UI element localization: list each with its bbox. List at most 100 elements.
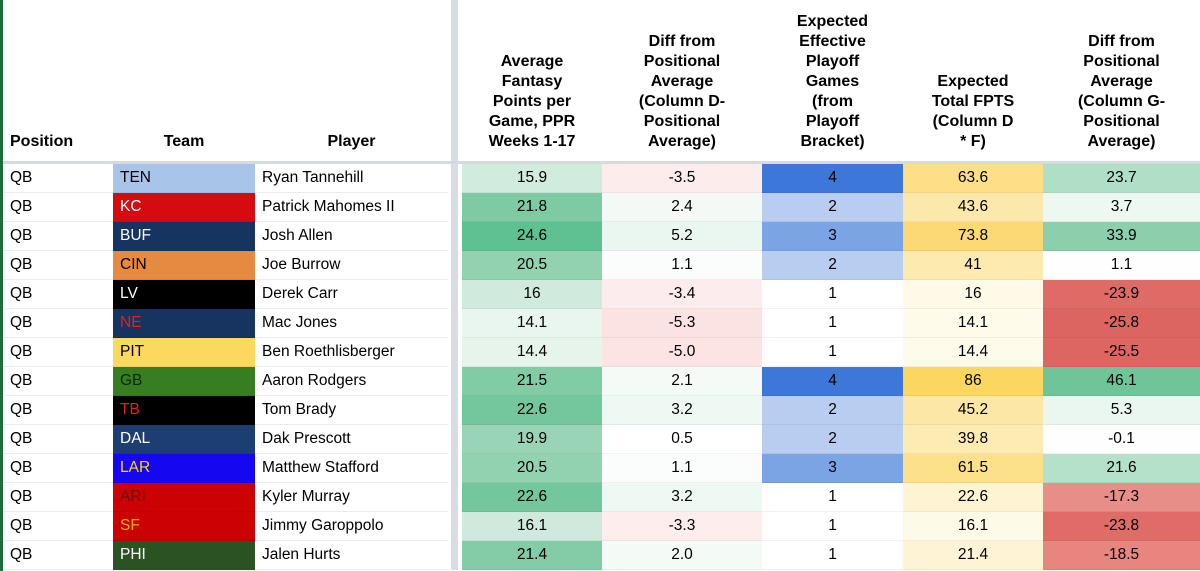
cell-playoff-games[interactable]: 2 <box>762 425 903 454</box>
cell-avg-fpts[interactable]: 16 <box>462 280 602 309</box>
cell-player[interactable]: Kyler Murray <box>255 483 448 512</box>
cell-player[interactable]: Matthew Stafford <box>255 454 448 483</box>
cell-avg-fpts[interactable]: 21.4 <box>462 541 602 570</box>
cell-diff-from-avg-g[interactable]: 33.9 <box>1043 222 1200 251</box>
cell-avg-fpts[interactable]: 20.5 <box>462 251 602 280</box>
cell-diff-from-avg-d[interactable]: -5.3 <box>602 309 762 338</box>
cell-diff-from-avg-g[interactable]: 1.1 <box>1043 251 1200 280</box>
cell-player[interactable]: Ben Roethlisberger <box>255 338 448 367</box>
cell-playoff-games[interactable]: 1 <box>762 483 903 512</box>
cell-position[interactable]: QB <box>0 454 113 483</box>
cell-playoff-games[interactable]: 2 <box>762 251 903 280</box>
cell-diff-from-avg-g[interactable]: -25.5 <box>1043 338 1200 367</box>
cell-diff-from-avg-g[interactable]: 23.7 <box>1043 164 1200 193</box>
cell-diff-from-avg-g[interactable]: -18.5 <box>1043 541 1200 570</box>
cell-total-fpts[interactable]: 41 <box>903 251 1043 280</box>
cell-diff-from-avg-g[interactable]: 5.3 <box>1043 396 1200 425</box>
cell-diff-from-avg-g[interactable]: 46.1 <box>1043 367 1200 396</box>
cell-diff-from-avg-d[interactable]: -5.0 <box>602 338 762 367</box>
cell-position[interactable]: QB <box>0 309 113 338</box>
cell-team[interactable]: TEN <box>113 164 255 193</box>
cell-playoff-games[interactable]: 1 <box>762 541 903 570</box>
cell-team[interactable]: NE <box>113 309 255 338</box>
cell-diff-from-avg-d[interactable]: 2.1 <box>602 367 762 396</box>
cell-diff-from-avg-d[interactable]: 1.1 <box>602 251 762 280</box>
cell-diff-from-avg-g[interactable]: 3.7 <box>1043 193 1200 222</box>
cell-avg-fpts[interactable]: 14.4 <box>462 338 602 367</box>
cell-diff-from-avg-g[interactable]: -0.1 <box>1043 425 1200 454</box>
cell-position[interactable]: QB <box>0 541 113 570</box>
cell-avg-fpts[interactable]: 21.5 <box>462 367 602 396</box>
cell-diff-from-avg-g[interactable]: 21.6 <box>1043 454 1200 483</box>
cell-diff-from-avg-g[interactable]: -23.8 <box>1043 512 1200 541</box>
cell-diff-from-avg-g[interactable]: -23.9 <box>1043 280 1200 309</box>
cell-diff-from-avg-g[interactable]: -17.3 <box>1043 483 1200 512</box>
cell-team[interactable]: BUF <box>113 222 255 251</box>
cell-position[interactable]: QB <box>0 280 113 309</box>
cell-avg-fpts[interactable]: 15.9 <box>462 164 602 193</box>
cell-player[interactable]: Tom Brady <box>255 396 448 425</box>
header-player[interactable]: Player <box>255 0 448 161</box>
cell-team[interactable]: LAR <box>113 454 255 483</box>
cell-total-fpts[interactable]: 45.2 <box>903 396 1043 425</box>
cell-player[interactable]: Mac Jones <box>255 309 448 338</box>
cell-playoff-games[interactable]: 1 <box>762 309 903 338</box>
cell-total-fpts[interactable]: 21.4 <box>903 541 1043 570</box>
cell-playoff-games[interactable]: 1 <box>762 280 903 309</box>
cell-team[interactable]: TB <box>113 396 255 425</box>
cell-total-fpts[interactable]: 14.4 <box>903 338 1043 367</box>
cell-player[interactable]: Aaron Rodgers <box>255 367 448 396</box>
cell-total-fpts[interactable]: 73.8 <box>903 222 1043 251</box>
cell-total-fpts[interactable]: 86 <box>903 367 1043 396</box>
header-team[interactable]: Team <box>113 0 255 161</box>
cell-player[interactable]: Dak Prescott <box>255 425 448 454</box>
cell-avg-fpts[interactable]: 21.8 <box>462 193 602 222</box>
cell-position[interactable]: QB <box>0 222 113 251</box>
cell-diff-from-avg-d[interactable]: 2.4 <box>602 193 762 222</box>
cell-position[interactable]: QB <box>0 338 113 367</box>
cell-player[interactable]: Ryan Tannehill <box>255 164 448 193</box>
cell-player[interactable]: Jalen Hurts <box>255 541 448 570</box>
cell-avg-fpts[interactable]: 22.6 <box>462 396 602 425</box>
cell-position[interactable]: QB <box>0 512 113 541</box>
cell-diff-from-avg-d[interactable]: -3.3 <box>602 512 762 541</box>
cell-avg-fpts[interactable]: 16.1 <box>462 512 602 541</box>
cell-team[interactable]: LV <box>113 280 255 309</box>
cell-player[interactable]: Joe Burrow <box>255 251 448 280</box>
cell-team[interactable]: DAL <box>113 425 255 454</box>
cell-diff-from-avg-g[interactable]: -25.8 <box>1043 309 1200 338</box>
cell-position[interactable]: QB <box>0 367 113 396</box>
cell-playoff-games[interactable]: 4 <box>762 164 903 193</box>
cell-team[interactable]: PIT <box>113 338 255 367</box>
cell-player[interactable]: Patrick Mahomes II <box>255 193 448 222</box>
cell-avg-fpts[interactable]: 19.9 <box>462 425 602 454</box>
header-avg-fpts[interactable]: Average Fantasy Points per Game, PPR Wee… <box>462 0 602 161</box>
header-diff-from-avg-d[interactable]: Diff from Positional Average (Column D-P… <box>602 0 762 161</box>
cell-position[interactable]: QB <box>0 483 113 512</box>
cell-total-fpts[interactable]: 14.1 <box>903 309 1043 338</box>
cell-playoff-games[interactable]: 4 <box>762 367 903 396</box>
cell-player[interactable]: Jimmy Garoppolo <box>255 512 448 541</box>
cell-position[interactable]: QB <box>0 396 113 425</box>
cell-team[interactable]: PHI <box>113 541 255 570</box>
cell-total-fpts[interactable]: 22.6 <box>903 483 1043 512</box>
cell-position[interactable]: QB <box>0 251 113 280</box>
cell-diff-from-avg-d[interactable]: 3.2 <box>602 483 762 512</box>
cell-playoff-games[interactable]: 3 <box>762 222 903 251</box>
cell-total-fpts[interactable]: 61.5 <box>903 454 1043 483</box>
cell-diff-from-avg-d[interactable]: 0.5 <box>602 425 762 454</box>
cell-position[interactable]: QB <box>0 193 113 222</box>
cell-team[interactable]: ARI <box>113 483 255 512</box>
cell-playoff-games[interactable]: 1 <box>762 512 903 541</box>
cell-total-fpts[interactable]: 16 <box>903 280 1043 309</box>
cell-diff-from-avg-d[interactable]: -3.5 <box>602 164 762 193</box>
cell-avg-fpts[interactable]: 20.5 <box>462 454 602 483</box>
cell-diff-from-avg-d[interactable]: 3.2 <box>602 396 762 425</box>
cell-team[interactable]: SF <box>113 512 255 541</box>
cell-playoff-games[interactable]: 2 <box>762 193 903 222</box>
cell-team[interactable]: CIN <box>113 251 255 280</box>
header-position[interactable]: Position <box>0 0 113 161</box>
cell-playoff-games[interactable]: 2 <box>762 396 903 425</box>
cell-avg-fpts[interactable]: 22.6 <box>462 483 602 512</box>
cell-playoff-games[interactable]: 1 <box>762 338 903 367</box>
